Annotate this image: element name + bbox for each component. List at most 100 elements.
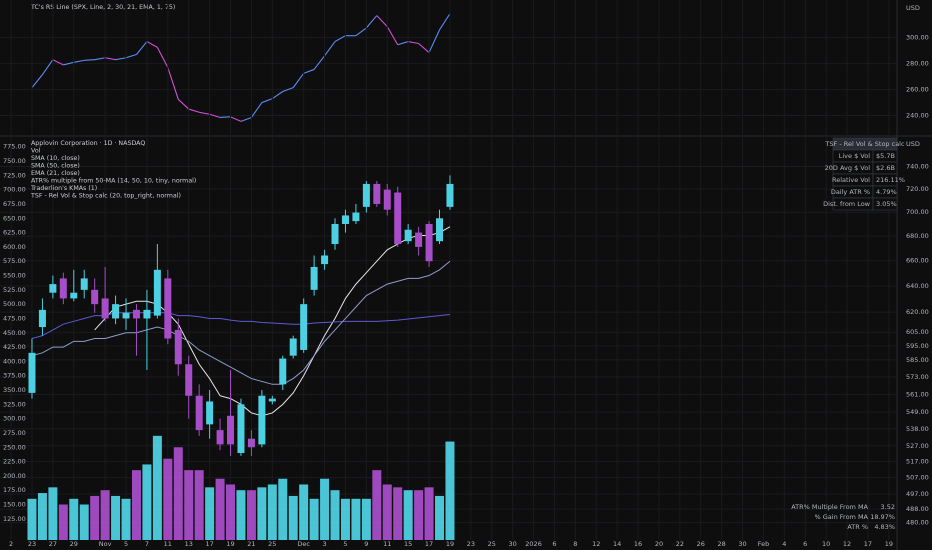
volume-bar xyxy=(58,504,68,540)
stat-value: 3.52 xyxy=(881,503,895,511)
table-label: Dist. from Low xyxy=(823,200,871,208)
y-tick-label: 700.00 xyxy=(3,186,26,194)
volume-bar xyxy=(267,484,277,540)
candle-body xyxy=(195,395,203,431)
rs-line-segment xyxy=(31,74,43,88)
y-tick-label: 605.00 xyxy=(906,328,929,336)
rs-line-segment xyxy=(261,98,273,104)
rs-line-segment xyxy=(313,55,326,70)
rs-line-segment xyxy=(303,68,315,74)
volume-bar xyxy=(215,478,225,540)
x-tick-label: 26 xyxy=(697,540,705,548)
rs-line-segment xyxy=(397,41,409,46)
candle-body xyxy=(174,329,182,365)
x-tick-label: 19 xyxy=(885,540,893,548)
legend-entry: ATR% multiple from 50-MA (14, 50, 10, ti… xyxy=(31,178,196,185)
x-tick-label: 6 xyxy=(552,540,556,548)
y-tick-label: 720.00 xyxy=(906,185,929,193)
candle-body xyxy=(206,401,214,425)
rs-line-segment xyxy=(199,111,210,115)
volume-bar xyxy=(299,484,309,540)
volume-bar xyxy=(351,498,361,540)
candle-body xyxy=(237,404,245,453)
y-tick-label: 400.00 xyxy=(3,357,26,365)
rs-line-segment xyxy=(209,113,221,119)
candle-body xyxy=(59,278,67,299)
y-tick-label: 175.00 xyxy=(3,486,26,494)
candle-body xyxy=(446,183,454,207)
x-tick-label: 2026 xyxy=(525,540,542,548)
stat-value: 18.97% xyxy=(870,513,895,521)
volume-bar xyxy=(424,487,434,540)
rs-line-segment xyxy=(156,47,169,68)
y-tick-label: 300.00 xyxy=(3,415,26,423)
candle-body xyxy=(310,266,318,290)
rs-line-segment xyxy=(230,116,242,122)
candle-body xyxy=(164,278,172,339)
x-tick-label: 10 xyxy=(822,540,830,548)
pane-title: TC's RS Line (SPX, Line, 2, 30, 21, EMA,… xyxy=(30,4,175,11)
volume-bar xyxy=(69,498,79,540)
x-tick-label: 29 xyxy=(70,540,78,548)
candle-body xyxy=(425,224,433,262)
volume-bar xyxy=(48,487,58,540)
table-value: 216.11% xyxy=(876,176,905,184)
x-tick-label: Feb xyxy=(758,540,770,548)
y-tick-label: 538.00 xyxy=(906,425,929,433)
table-value: 4.79% xyxy=(876,188,897,196)
rs-line-segment xyxy=(408,40,419,45)
y-tick-label: 517.00 xyxy=(906,458,929,466)
table-label: Daily ATR % xyxy=(831,188,870,196)
x-tick-label: 15 xyxy=(404,540,412,548)
candle-body xyxy=(70,292,78,299)
y-tick-label: 640.00 xyxy=(906,282,929,290)
x-tick-label: 9 xyxy=(364,540,368,548)
x-tick-label: Dec xyxy=(297,540,310,548)
candle-body xyxy=(216,430,224,445)
y-tick-label: 595.00 xyxy=(906,342,929,350)
volume-bar xyxy=(257,487,267,540)
y-tick-label: 475.00 xyxy=(3,314,26,322)
y-tick-label: 507.00 xyxy=(906,474,929,482)
candle-body xyxy=(268,398,276,402)
rs-line-segment xyxy=(418,43,430,53)
y-tick-label: 625.00 xyxy=(3,229,26,237)
x-tick-label: 3 xyxy=(322,540,326,548)
candle-body xyxy=(80,278,88,290)
candle-body xyxy=(362,183,370,207)
x-tick-label: 6 xyxy=(803,540,807,548)
y-tick-label: 525.00 xyxy=(3,286,26,294)
volume-bar xyxy=(111,495,121,540)
y-tick-label: 280.00 xyxy=(906,60,929,68)
rs-line-segment xyxy=(240,116,252,122)
volume-bar xyxy=(142,464,152,540)
y-tick-label: 700.00 xyxy=(906,208,929,216)
x-tick-label: 17 xyxy=(205,540,213,548)
rs-line-segment xyxy=(41,59,54,75)
table-label: Live $ Vol xyxy=(839,152,870,160)
y-tick-label: 275.00 xyxy=(3,429,26,437)
rs-line-segment xyxy=(376,15,388,27)
y-tick-label: 725.00 xyxy=(3,171,26,179)
y-tick-label: 620.00 xyxy=(906,308,929,316)
volume-bar xyxy=(309,498,319,540)
x-tick-label: 23 xyxy=(467,540,475,548)
candle-body xyxy=(185,364,193,396)
x-tick-label: 8 xyxy=(573,540,577,548)
x-tick-label: 16 xyxy=(634,540,642,548)
y-tick-label: 225.00 xyxy=(3,458,26,466)
candle-body xyxy=(49,284,57,293)
x-tick-label: 28 xyxy=(718,540,726,548)
rs-line-segment xyxy=(355,27,367,37)
y-tick-label: 350.00 xyxy=(3,386,26,394)
stat-label: ATR% Multiple From MA xyxy=(791,503,868,511)
y-tick-label: 675.00 xyxy=(3,200,26,208)
y-tick-label: 240.00 xyxy=(906,112,929,120)
y-tick-label: 550.00 xyxy=(3,272,26,280)
x-tick-label: 14 xyxy=(613,540,621,548)
rs-line-segment xyxy=(63,61,74,66)
candle-body xyxy=(321,255,329,265)
x-tick-label: Nov xyxy=(99,540,112,548)
